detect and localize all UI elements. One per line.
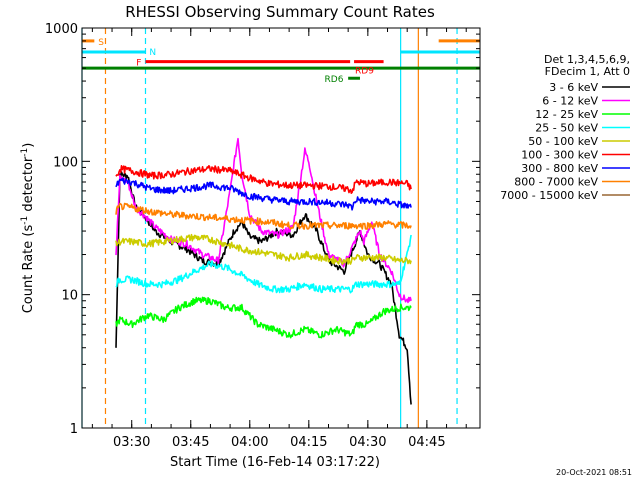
legend-label-0: 3 - 6 keV <box>549 81 598 94</box>
x-tick-label-3: 04:15 <box>290 435 327 450</box>
y-tick-label-1: 10 <box>61 289 78 304</box>
legend-header-1: FDecim 1, Att 0 <box>545 65 630 78</box>
x-tick-label-2: 04:00 <box>231 435 268 450</box>
series-line-5 <box>115 165 412 194</box>
timestamp: 20-Oct-2021 08:51 <box>556 468 632 477</box>
legend-label-5: 100 - 300 keV <box>521 149 598 162</box>
legend-label-1: 6 - 12 keV <box>542 95 598 108</box>
x-tick-label-0: 03:30 <box>113 435 150 450</box>
y-tick-label-0: 1 <box>70 422 78 437</box>
x-axis-label: Start Time (16-Feb-14 03:17:22) <box>170 455 380 470</box>
axes: 1 10 100 1000 03:30 03:45 04:00 04:15 04:30 04:45 <box>45 22 481 450</box>
chart-title: RHESSI Observing Summary Count Rates <box>125 3 435 21</box>
series-line-1 <box>115 137 412 304</box>
series-line-3 <box>115 234 412 294</box>
x-tick-label-4: 04:30 <box>349 435 386 450</box>
flag-label-s: S <box>98 38 104 48</box>
flag-label-rd9: RD9 <box>355 67 374 77</box>
y-tick-label-3: 1000 <box>45 22 78 37</box>
legend-header-0: Det 1,3,4,5,6,9, <box>544 53 630 66</box>
series-line-6 <box>115 177 412 211</box>
x-tick-label-5: 04:45 <box>408 435 445 450</box>
series-line-2 <box>115 296 412 339</box>
legend-label-2: 12 - 25 keV <box>535 108 598 121</box>
series-line-7 <box>115 202 412 230</box>
plot-frame <box>81 27 481 429</box>
flag-label-rd6: RD6 <box>325 75 344 85</box>
y-tick-label-2: 100 <box>53 155 78 170</box>
flag-label-n: N <box>149 48 156 58</box>
plot-area: S NF RD9 RD6 <box>81 28 480 428</box>
flag-label-f: F <box>136 59 141 69</box>
legend-label-4: 50 - 100 keV <box>528 135 598 148</box>
x-tick-label-1: 03:45 <box>172 435 209 450</box>
legend: Det 1,3,4,5,6,9,FDecim 1, Att 0 3 - 6 keV… <box>500 53 630 202</box>
legend-label-8: 7000 - 15000 keV <box>500 189 598 202</box>
series-line-4 <box>115 233 412 266</box>
legend-label-7: 800 - 7000 keV <box>514 176 598 189</box>
legend-label-3: 25 - 50 keV <box>535 122 598 135</box>
y-axis-label: Count Rate (s-1 detector-1) <box>20 143 36 314</box>
legend-label-6: 300 - 800 keV <box>521 162 598 175</box>
